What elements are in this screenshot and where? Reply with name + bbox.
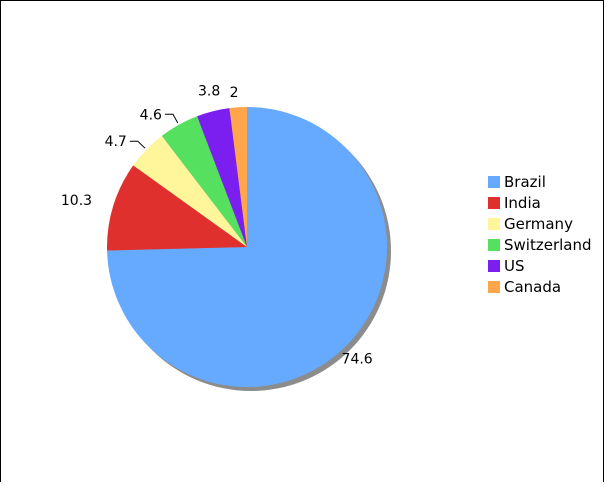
pie-slice-switzerland[interactable] <box>161 116 247 248</box>
leader-lines <box>129 113 179 149</box>
legend-swatch-brazil <box>488 176 500 188</box>
legend-label-us: US <box>504 257 525 275</box>
legend-item-canada[interactable]: Canada <box>488 278 561 296</box>
data-label-brazil: 74.6 <box>342 352 373 368</box>
legend-item-germany[interactable]: Germany <box>488 215 573 233</box>
pie-slice-us[interactable] <box>197 108 247 247</box>
data-labels: 74.6 10.3 4.7 4.6 3.8 2 <box>61 84 373 368</box>
leader-line-germany <box>129 140 146 149</box>
legend-item-brazil[interactable]: Brazil <box>488 173 546 191</box>
legend-swatch-switzerland <box>488 239 500 251</box>
leader-line-switzerland <box>164 113 179 124</box>
legend-label-switzerland: Switzerland <box>504 236 592 254</box>
legend-item-us[interactable]: US <box>488 257 525 275</box>
data-label-switzerland: 4.6 <box>140 107 162 123</box>
legend-swatch-germany <box>488 218 500 230</box>
legend-item-switzerland[interactable]: Switzerland <box>488 236 592 254</box>
pie-slice-brazil[interactable] <box>107 107 388 387</box>
legend-swatch-india <box>488 197 500 209</box>
legend-swatch-canada <box>488 281 500 293</box>
legend-label-canada: Canada <box>504 278 561 296</box>
data-label-canada: 2 <box>230 85 239 101</box>
data-label-india: 10.3 <box>61 193 92 209</box>
legend-item-india[interactable]: India <box>488 194 541 212</box>
legend-label-germany: Germany <box>504 215 573 233</box>
pie-slices <box>106 107 388 387</box>
data-label-us: 3.8 <box>198 84 220 100</box>
legend-label-india: India <box>504 194 541 212</box>
legend-swatch-us <box>488 260 500 272</box>
legend-label-brazil: Brazil <box>504 173 546 191</box>
pie-slice-india[interactable] <box>106 165 247 251</box>
legend: Brazil India Germany Switzerland US Canada <box>488 173 592 296</box>
data-label-germany: 4.7 <box>105 134 127 150</box>
pie-slice-canada[interactable] <box>229 107 247 247</box>
pie-slice-germany[interactable] <box>133 135 247 247</box>
